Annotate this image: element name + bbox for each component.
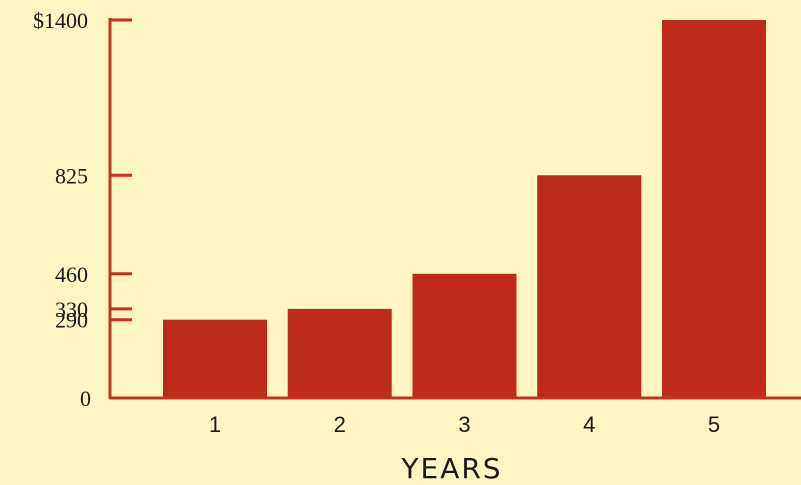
y-tick-label-0: 0 (80, 386, 91, 411)
y-tick-label-825: 825 (55, 163, 88, 188)
bar-year-2 (287, 308, 392, 398)
bar-year-5 (662, 20, 766, 398)
bar-year-3 (412, 273, 517, 398)
y-tick-label-1400: $1400 (33, 8, 88, 33)
y-tick-label-460: 460 (55, 262, 88, 287)
x-tick-label-4: 4 (583, 412, 595, 437)
y-tick-label-290: 290 (55, 308, 88, 333)
x-tick-label-5: 5 (708, 412, 720, 437)
x-tick-label-2: 2 (334, 412, 346, 437)
x-tick-label-3: 3 (458, 412, 470, 437)
y-tick-label-330: 330 (55, 297, 88, 322)
x-tick-label-1: 1 (209, 412, 221, 437)
bar-year-4 (537, 175, 642, 398)
x-axis-title: YEARS (400, 452, 502, 485)
bar-year-1 (163, 319, 267, 398)
